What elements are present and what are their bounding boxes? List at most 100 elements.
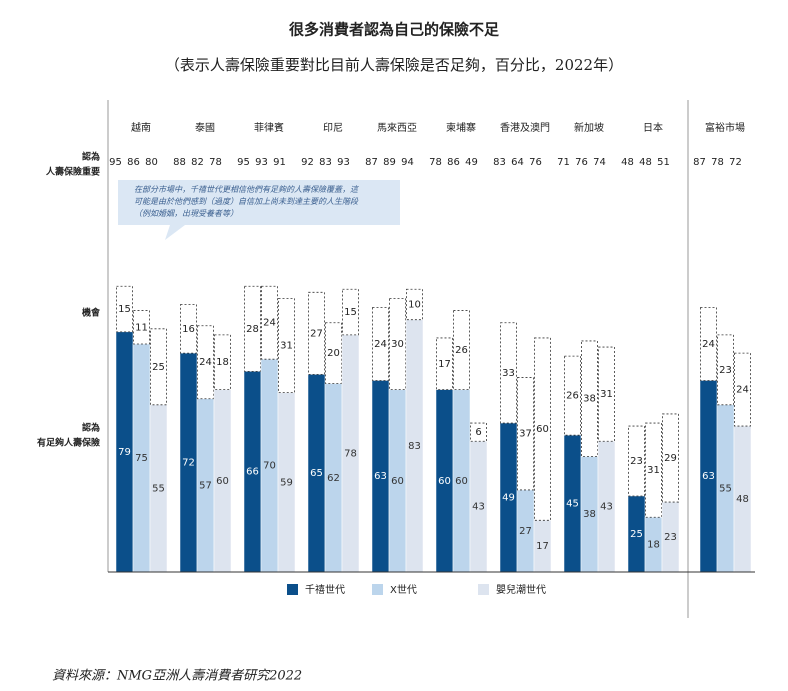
opportunity-bar [645,422,662,518]
important-label: 80 [145,157,158,168]
opportunity-label: 27 [310,328,323,339]
opportunity-bar [197,325,214,400]
value-label: 63 [702,471,715,482]
x-tick-label: 富裕市場 [705,121,745,134]
row-label: 機會 [82,307,101,319]
important-label: 78 [429,157,442,168]
x-tick-label: 馬來西亞 [377,122,417,134]
opportunity-label: 23 [719,365,732,376]
value-label: 72 [182,458,195,469]
opportunity-bar [342,288,359,336]
value-label: 75 [135,453,148,464]
value-label: 60 [391,476,404,487]
opportunity-bar [372,307,389,381]
important-label: 82 [191,157,204,168]
important-label: 88 [173,157,186,168]
value-label: 43 [600,502,613,513]
x-tick-label: 柬埔寨 [446,121,476,134]
value-label: 60 [216,476,229,487]
x-tick-label: 泰國 [195,121,215,134]
opportunity-label: 31 [647,465,660,476]
value-label: 63 [374,471,387,482]
opportunity-bar [581,340,598,457]
value-label: 27 [519,526,532,537]
opportunity-bar [389,297,406,390]
value-label: 55 [719,483,732,494]
opportunity-bar [150,328,167,406]
value-label: 17 [536,541,549,552]
important-label: 72 [729,157,742,168]
opportunity-label: 15 [344,307,357,318]
value-label: 79 [118,447,131,458]
important-label: 64 [511,157,524,168]
opportunity-label: 23 [630,456,643,467]
opportunity-bar [717,334,734,406]
value-label: 78 [344,448,357,459]
legend-label: 千禧世代 [305,583,345,596]
important-label: 95 [109,157,122,168]
value-label: 45 [566,499,579,510]
value-label: 66 [246,467,259,478]
legend-swatch [287,584,298,595]
x-tick-label: 香港及澳門 [500,121,550,134]
opportunity-label: 26 [455,345,468,356]
value-label: 43 [472,502,485,513]
value-label: 62 [327,473,340,484]
important-label: 76 [529,157,542,168]
opportunity-label: 11 [135,322,148,333]
important-label: 76 [575,157,588,168]
important-label: 74 [593,157,606,168]
important-label: 51 [657,157,670,168]
important-label: 49 [465,157,478,168]
opportunity-bar [662,413,679,503]
opportunity-label: 38 [583,394,596,405]
opportunity-label: 15 [118,304,131,315]
important-label: 95 [237,157,250,168]
opportunity-label: 17 [438,359,451,370]
important-label: 92 [301,157,314,168]
opportunity-bar [453,310,470,390]
opportunity-bar [628,425,645,497]
opportunity-bar [517,377,534,491]
row-label: 認為 [82,422,100,434]
chart-title: 很多消費者認為自己的保險不足 [288,21,500,39]
callout-text: 可能是由於他們感到（過度）自信加上尚未到達主要的人生階段 [134,197,359,206]
chart-subtitle: （表示人壽保險重要對比目前人壽保險是否足夠，百分比，2022年） [165,56,623,74]
opportunity-bar [406,288,423,321]
important-label: 48 [639,157,652,168]
opportunity-bar [308,291,325,375]
callout-text: （例如婚姻，出現受養者等） [134,209,238,218]
value-label: 60 [438,476,451,487]
opportunity-label: 28 [246,324,259,335]
value-label: 65 [310,468,323,479]
important-label: 78 [711,157,724,168]
important-label: 86 [447,157,460,168]
important-label: 83 [493,157,506,168]
important-label: 71 [557,157,570,168]
value-label: 59 [280,477,293,488]
value-label: 38 [583,509,596,520]
important-label: 83 [319,157,332,168]
value-label: 55 [152,483,165,494]
important-label: 48 [621,157,634,168]
opportunity-label: 25 [152,362,165,373]
opportunity-label: 37 [519,429,532,440]
x-tick-label: 越南 [131,121,151,134]
opportunity-bar [436,337,453,391]
legend-label: 嬰兒潮世代 [496,583,546,596]
opportunity-bar [734,352,751,427]
opportunity-label: 26 [566,391,579,402]
important-label: 87 [365,157,378,168]
important-label: 78 [209,157,222,168]
opportunity-bar [500,322,517,424]
source: 資料來源：NMG亞洲人壽消費者研究2022 [52,668,302,684]
opportunity-label: 60 [536,424,549,435]
opportunity-bar [598,346,615,442]
important-label: 89 [383,157,396,168]
opportunity-label: 24 [702,339,715,350]
x-tick-label: 菲律賓 [254,121,284,134]
important-label: 93 [255,157,268,168]
opportunity-bar [116,285,133,333]
x-tick-label: 日本 [643,121,663,134]
